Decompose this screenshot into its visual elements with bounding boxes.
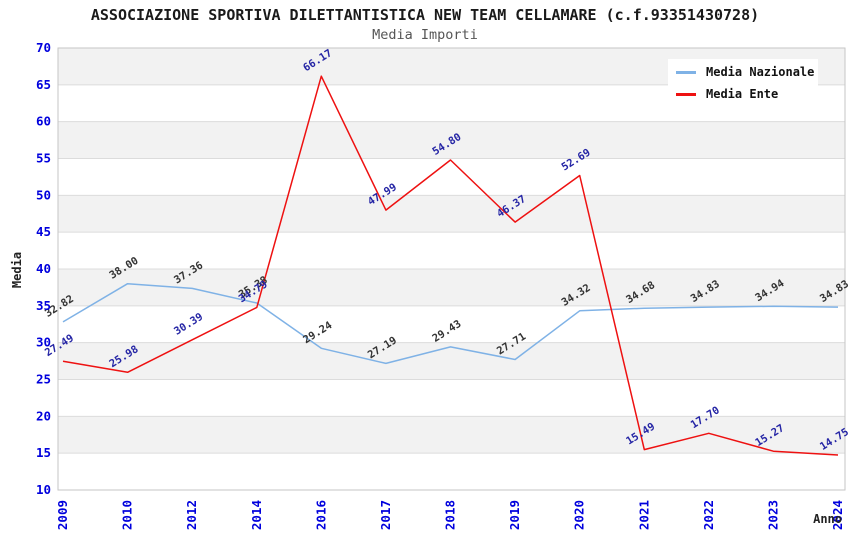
x-axis-title: Anno <box>813 512 842 526</box>
chart-title: ASSOCIAZIONE SPORTIVA DILETTANTISTICA NE… <box>90 6 760 24</box>
svg-text:35: 35 <box>36 298 51 313</box>
y-tick-labels: 10 15 20 25 30 35 40 45 50 55 60 65 70 <box>36 40 51 497</box>
svg-text:2016: 2016 <box>313 500 328 530</box>
svg-text:65: 65 <box>36 77 51 92</box>
series-line-media-nazionale <box>62 282 839 365</box>
media-nazionale-line-swatch-icon <box>676 70 696 74</box>
svg-text:40: 40 <box>36 261 51 276</box>
svg-text:2020: 2020 <box>572 500 587 530</box>
svg-text:2017: 2017 <box>378 500 393 530</box>
legend-item-media-ente: Media Ente <box>676 87 818 101</box>
chart-subtitle: Media Importi <box>372 27 478 43</box>
svg-text:70: 70 <box>36 40 51 55</box>
svg-text:2023: 2023 <box>765 500 780 530</box>
x-tick-labels: 2009 2010 2012 2014 2016 2017 2018 2019 2020 2021… <box>55 500 845 530</box>
svg-text:55: 55 <box>36 151 51 166</box>
legend-label-media-nazionale: Media Nazionale <box>706 65 815 79</box>
point-labels-media-ente: 27.49 25.9830.3934.7966.1747.9954.8046.37… <box>43 47 850 453</box>
svg-text:2010: 2010 <box>120 500 135 530</box>
svg-text:30.39: 30.39 <box>172 311 205 338</box>
svg-text:25: 25 <box>36 372 51 387</box>
plot-bands <box>58 48 845 454</box>
plot-border <box>57 47 846 491</box>
svg-text:45: 45 <box>36 224 51 239</box>
svg-text:2024: 2024 <box>830 500 845 530</box>
svg-text:2021: 2021 <box>636 500 651 530</box>
series-line-media-ente <box>62 75 839 456</box>
svg-text:2019: 2019 <box>507 500 522 530</box>
svg-text:20: 20 <box>36 408 51 423</box>
legend-item-media-nazionale: Media Nazionale <box>676 65 818 79</box>
svg-text:29.43: 29.43 <box>430 318 463 345</box>
svg-text:2009: 2009 <box>55 500 70 530</box>
svg-text:2018: 2018 <box>443 500 458 530</box>
svg-text:10: 10 <box>36 482 51 497</box>
svg-text:15: 15 <box>36 445 51 460</box>
svg-text:2014: 2014 <box>249 500 264 530</box>
svg-text:60: 60 <box>36 114 51 129</box>
media-ente-line-swatch-icon <box>676 92 696 96</box>
svg-text:29.24: 29.24 <box>301 319 334 346</box>
legend: Media Nazionale Media Ente <box>668 59 818 107</box>
svg-text:2022: 2022 <box>701 500 716 530</box>
svg-text:50: 50 <box>36 187 51 202</box>
svg-text:30: 30 <box>36 335 51 350</box>
y-axis-title: Media <box>10 251 24 289</box>
svg-text:2012: 2012 <box>184 500 199 530</box>
legend-label-media-ente: Media Ente <box>706 87 779 101</box>
